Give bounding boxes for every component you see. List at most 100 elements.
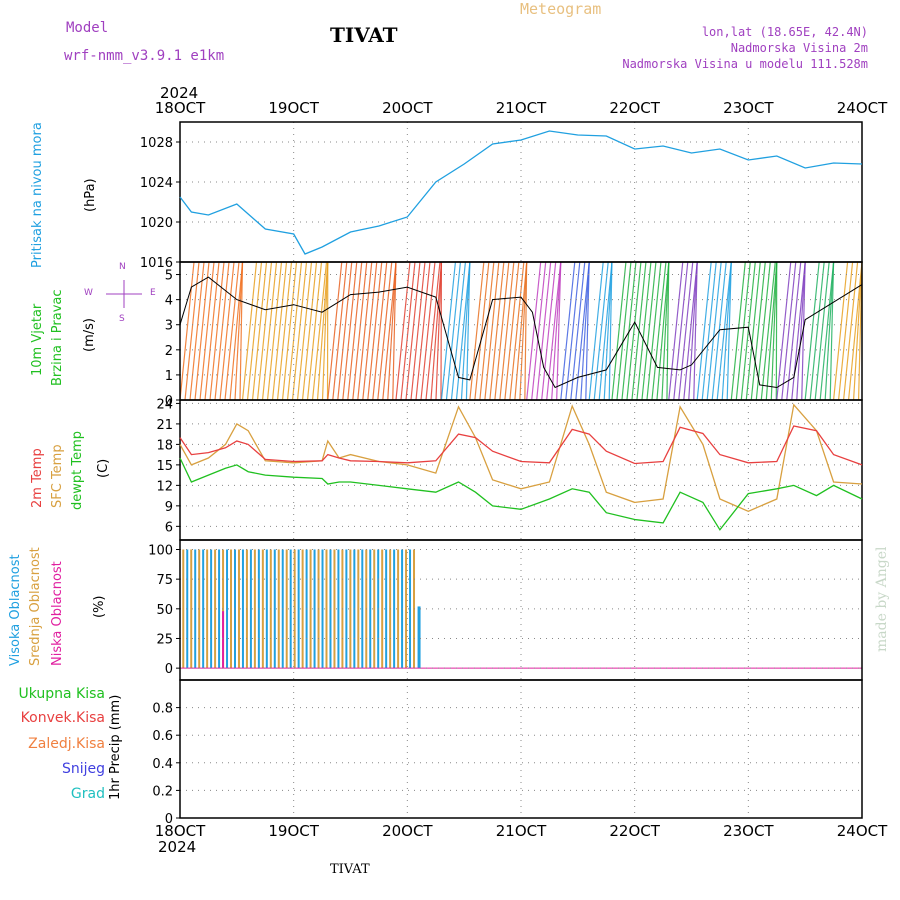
wind-arrow — [291, 261, 308, 401]
wind-arrow — [786, 261, 802, 401]
panel-frame — [179, 121, 863, 263]
sfc-temp-series — [179, 403, 863, 513]
y-tick-label: 4 — [165, 294, 173, 309]
y-tick-label: 0.8 — [152, 702, 173, 717]
wind-arrow — [184, 261, 200, 401]
x-tick-label-bottom: 19OCT — [268, 822, 319, 840]
wind-arrow — [357, 261, 373, 401]
wind-arrow — [469, 261, 485, 401]
wind-arrow — [824, 261, 835, 401]
cloud-bar — [361, 549, 364, 669]
wind-arrow — [204, 261, 220, 401]
y-tick-label: 12 — [156, 479, 173, 494]
wind-arrow — [661, 261, 670, 401]
x-tick-label-top: 24OCT — [837, 99, 888, 117]
wind-arrow — [809, 261, 825, 401]
cloud-bar — [373, 549, 376, 669]
cloud-bar — [325, 549, 328, 669]
wind-arrow — [474, 261, 490, 401]
wind-arrow — [603, 261, 613, 401]
wind-arrow — [316, 261, 329, 401]
y-tick-label: 18 — [156, 438, 173, 453]
wind-arrow — [588, 261, 604, 401]
cloud-bar — [289, 549, 292, 669]
wind-arrow — [435, 261, 443, 401]
y-tick-label: 0 — [165, 812, 173, 827]
panel-precip — [176, 679, 863, 819]
precip-legend-rain: Ukupna Kisa — [18, 686, 105, 702]
wind-arrow — [842, 261, 859, 401]
cloud-bar — [297, 549, 300, 669]
cloud-bar — [214, 549, 217, 669]
cloud-bar — [357, 549, 360, 669]
wind-arrow — [311, 261, 328, 401]
wind-arrow — [342, 261, 358, 401]
cloud-bar — [417, 606, 421, 669]
cloud-bar — [241, 549, 244, 669]
wind-arrow — [678, 261, 694, 401]
wind-arrow — [683, 261, 698, 401]
wind-arrow — [829, 261, 835, 401]
wind-arrow — [740, 261, 756, 401]
footer-city: TIVAT — [330, 862, 370, 877]
wind-arrow — [377, 261, 393, 401]
cloud-bar — [369, 549, 372, 669]
wind-arrow — [281, 261, 298, 401]
cloud-bar — [194, 549, 197, 669]
wind-arrow — [372, 261, 388, 401]
wind-arrow — [526, 261, 542, 401]
wind-arrow — [814, 261, 830, 401]
cloud-bar — [337, 549, 340, 669]
x-tick-label-bottom: 22OCT — [609, 822, 660, 840]
wind-arrow — [847, 261, 863, 401]
cloud-bar — [397, 549, 400, 669]
wind-arrow — [430, 261, 443, 401]
wind-arrow — [716, 261, 732, 401]
wind-arrow — [551, 261, 562, 401]
wind-arrow — [776, 261, 792, 401]
wind-arrow — [730, 261, 746, 401]
wind-arrow — [608, 261, 613, 401]
wind-arrow — [189, 261, 205, 401]
pressure-series — [179, 130, 863, 255]
meteogram-title: Meteogram — [520, 0, 602, 18]
wind-arrow — [770, 261, 778, 401]
wind-arrow — [266, 261, 283, 401]
y-tick-label: 0 — [165, 394, 173, 409]
panel-frame — [179, 679, 863, 819]
wind-arrow — [415, 261, 431, 401]
y-tick-label: 21 — [156, 418, 173, 433]
wind-arrow — [701, 261, 717, 401]
x-tick-label-bottom: 24OCT — [837, 822, 888, 840]
year-bottom: 2024 — [158, 838, 197, 856]
cloud-bar — [273, 549, 276, 669]
y-tick-label: 25 — [156, 632, 173, 647]
x-tick-label-top: 19OCT — [268, 99, 319, 117]
panel-pressure — [176, 121, 863, 263]
wind-arrow — [688, 261, 698, 401]
wind-arrow — [246, 261, 263, 401]
y-tick-label: 1024 — [140, 176, 173, 191]
wind-arrow — [395, 261, 411, 401]
wind-arrow — [804, 261, 820, 401]
wind-arrow — [499, 261, 515, 401]
wind-arrow — [234, 261, 244, 401]
wind-arrow — [450, 261, 467, 401]
compass-n: N — [119, 262, 126, 272]
wind-arrow — [420, 261, 436, 401]
wind-arrow — [494, 261, 510, 401]
dewpt-series — [179, 457, 863, 531]
wind-arrow — [301, 261, 318, 401]
cloud-bar — [381, 549, 384, 669]
cloud-bar — [226, 549, 229, 669]
compass-w: W — [84, 288, 93, 298]
wind-arrow — [636, 261, 652, 401]
wind-arrow — [224, 261, 240, 401]
wind-arrow — [194, 261, 210, 401]
cloud-bar — [261, 549, 264, 669]
wind-arrow — [726, 261, 732, 401]
y-tick-label: 0.2 — [152, 784, 173, 799]
wind-arrow — [611, 261, 627, 401]
cloud-bar — [222, 611, 225, 669]
wind-arrow — [306, 261, 323, 401]
